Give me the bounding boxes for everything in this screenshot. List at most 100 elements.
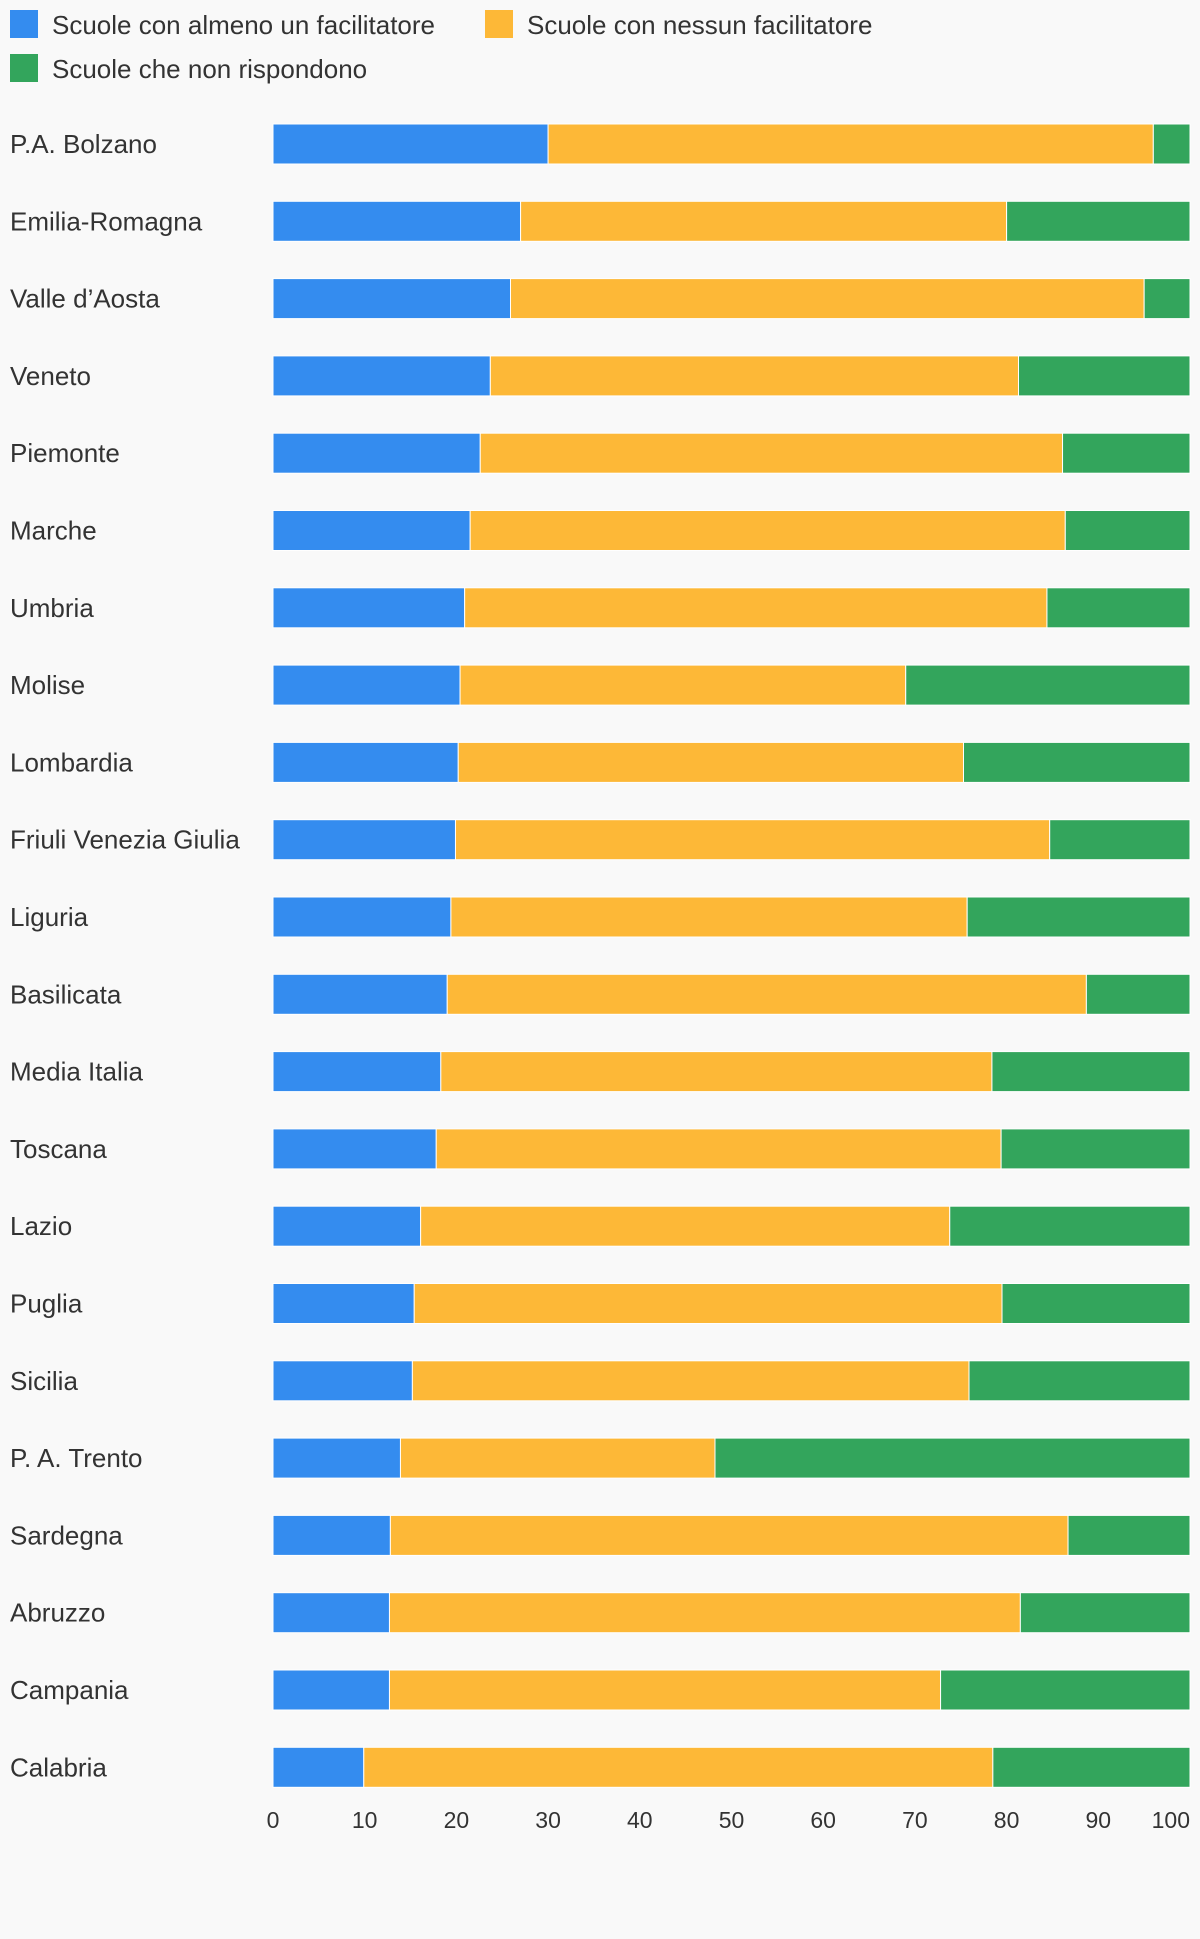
bar-segment-series-1 — [272, 1437, 401, 1479]
bar-segment-series-2 — [363, 1746, 994, 1788]
bar-segment-series-2 — [411, 1360, 970, 1402]
bar-segment-series-2 — [389, 1514, 1069, 1556]
bar-segment-series-3 — [991, 1051, 1191, 1093]
category-label: Veneto — [10, 361, 91, 391]
x-tick-label: 10 — [352, 1807, 378, 1833]
bar-segment-series-2 — [520, 200, 1008, 242]
category-label: Basilicata — [10, 979, 122, 1009]
bar-segment-series-2 — [459, 664, 907, 706]
bar-segment-series-3 — [714, 1437, 1191, 1479]
legend-label-1: Scuole con almeno un facilitatore — [52, 10, 435, 40]
bar-segment-series-1 — [272, 200, 522, 242]
category-label: Abruzzo — [10, 1598, 105, 1628]
bar-segment-series-1 — [272, 123, 549, 165]
legend-swatch-3 — [10, 54, 38, 82]
x-tick-label: 30 — [535, 1807, 561, 1833]
category-label: Campania — [10, 1675, 129, 1705]
legend-label-3: Scuole che non rispondono — [52, 54, 367, 84]
bar-segment-series-2 — [388, 1669, 942, 1711]
category-label: Molise — [10, 670, 85, 700]
category-label: Friuli Venezia Giulia — [10, 825, 240, 855]
x-tick-label: 100 — [1152, 1807, 1190, 1833]
category-label: Sicilia — [10, 1366, 78, 1396]
bar-segment-series-3 — [968, 1360, 1191, 1402]
bar-segment-series-1 — [272, 510, 471, 551]
x-tick-label: 80 — [994, 1807, 1020, 1833]
category-label: Valle d’Aosta — [10, 284, 160, 314]
category-label: Umbria — [10, 593, 94, 623]
bars — [272, 123, 1191, 1788]
bar-segment-series-2 — [446, 973, 1087, 1015]
bar-segment-series-1 — [272, 741, 459, 783]
category-label: Liguria — [10, 902, 89, 932]
x-tick-label: 90 — [1086, 1807, 1112, 1833]
bar-segment-series-1 — [272, 278, 511, 320]
category-label: Piemonte — [10, 438, 120, 468]
category-label: P.A. Bolzano — [10, 129, 157, 159]
bar-segment-series-3 — [1085, 973, 1191, 1015]
bar-segment-series-2 — [440, 1051, 993, 1093]
bar-segment-series-3 — [940, 1669, 1191, 1711]
x-tick-label: 0 — [267, 1807, 280, 1833]
bar-segment-series-3 — [1143, 278, 1191, 320]
bar-segment-series-1 — [272, 973, 448, 1015]
bar-segment-series-1 — [272, 1283, 415, 1324]
bar-segment-series-1 — [272, 355, 491, 397]
x-tick-label: 20 — [444, 1807, 470, 1833]
category-label: Sardegna — [10, 1520, 123, 1550]
bar-segment-series-3 — [1000, 1128, 1191, 1170]
bar-segment-series-1 — [272, 1669, 390, 1711]
x-tick-label: 40 — [627, 1807, 653, 1833]
bar-segment-series-2 — [388, 1592, 1021, 1634]
bar-segment-series-3 — [949, 1205, 1191, 1247]
bar-segment-series-2 — [399, 1437, 716, 1479]
bar-segment-series-3 — [1064, 510, 1191, 551]
x-axis: 0 10 20 30 40 50 60 70 80 90 100 — [267, 1807, 1190, 1833]
category-label: Media Italia — [10, 1057, 143, 1087]
bar-segment-series-2 — [510, 278, 1145, 320]
bar-segment-series-2 — [479, 432, 1064, 474]
bar-segment-series-3 — [905, 664, 1191, 706]
bar-segment-series-1 — [272, 1592, 390, 1634]
bar-segment-series-3 — [1001, 1283, 1191, 1324]
bar-segment-series-1 — [272, 1128, 437, 1170]
x-tick-label: 70 — [902, 1807, 928, 1833]
x-tick-label: 50 — [719, 1807, 745, 1833]
x-tick-label: 60 — [810, 1807, 836, 1833]
category-labels: P.A. Bolzano Emilia-Romagna Valle d’Aosta V… — [10, 129, 240, 1782]
bar-segment-series-2 — [489, 355, 1020, 397]
category-label: Calabria — [10, 1752, 107, 1782]
bar-segment-series-3 — [1019, 1592, 1191, 1634]
bar-segment-series-3 — [992, 1746, 1191, 1788]
bar-segment-series-2 — [457, 741, 964, 783]
bar-segment-series-2 — [435, 1128, 1002, 1170]
bar-segment-series-2 — [547, 123, 1154, 165]
bar-segment-series-2 — [420, 1205, 951, 1247]
bar-segment-series-1 — [272, 432, 481, 474]
legend-swatch-2 — [485, 10, 513, 38]
bar-segment-series-1 — [272, 1051, 442, 1093]
bar-segment-series-3 — [1062, 432, 1191, 474]
legend-label-2: Scuole con nessun facilitatore — [527, 10, 872, 40]
bar-segment-series-3 — [1046, 587, 1191, 629]
bar-segment-series-2 — [464, 587, 1048, 629]
bar-segment-series-2 — [469, 510, 1066, 551]
bar-segment-series-3 — [1067, 1514, 1191, 1556]
bar-segment-series-1 — [272, 819, 456, 861]
bar-segment-series-2 — [413, 1283, 1003, 1324]
category-label: P. A. Trento — [10, 1443, 143, 1473]
legend: Scuole con almeno un facilitatore Scuole … — [10, 10, 872, 84]
bar-segment-series-3 — [1049, 819, 1191, 861]
bar-segment-series-3 — [1152, 123, 1191, 165]
bar-segment-series-2 — [450, 896, 968, 938]
bar-segment-series-3 — [1018, 355, 1191, 397]
legend-swatch-1 — [10, 10, 38, 38]
bar-segment-series-3 — [963, 741, 1191, 783]
bar-segment-series-1 — [272, 1746, 365, 1788]
bar-segment-series-1 — [272, 1514, 391, 1556]
bar-segment-series-1 — [272, 1205, 422, 1247]
bar-segment-series-3 — [1006, 200, 1191, 242]
bar-segment-series-1 — [272, 896, 452, 938]
